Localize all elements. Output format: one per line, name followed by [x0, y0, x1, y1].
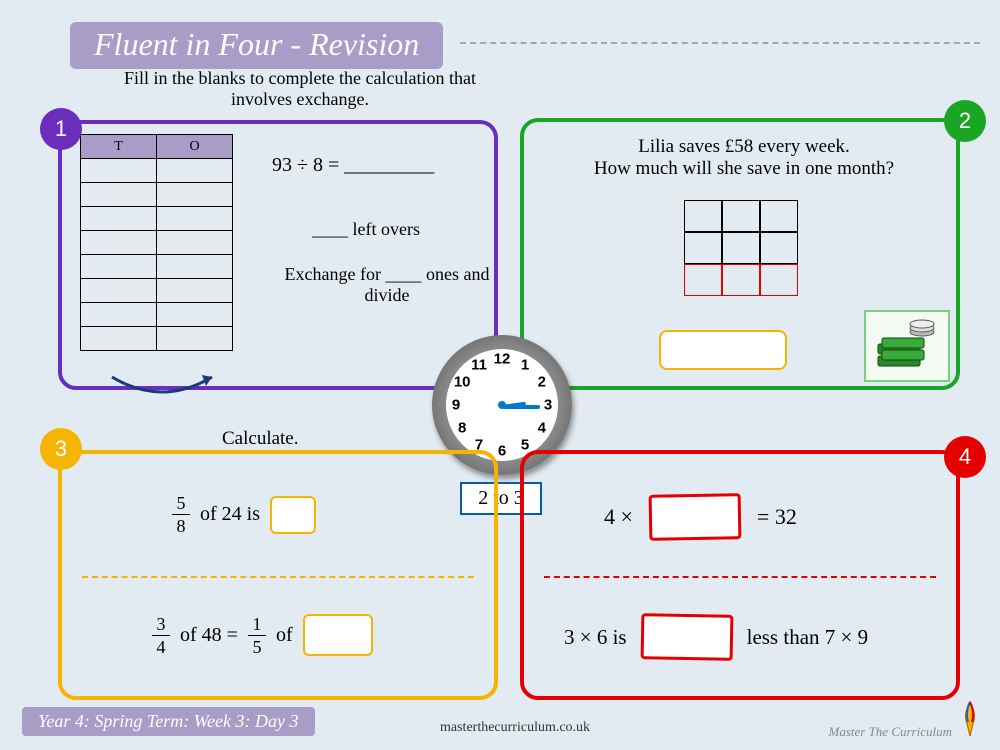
exchange-arrow-icon	[92, 372, 232, 402]
panel-number-2: 2	[944, 100, 986, 142]
p3-q1-answer[interactable]	[270, 496, 316, 534]
panel-4: 4 × = 32 3 × 6 is less than 7 × 9	[520, 450, 960, 700]
panel-number-3: 3	[40, 428, 82, 470]
col-o: O	[157, 135, 233, 159]
clock-number: 9	[452, 397, 460, 414]
p2-grid	[684, 200, 798, 296]
p2-line2: How much will she save in one month?	[594, 158, 894, 179]
clock-number: 12	[494, 351, 511, 368]
clock-number: 4	[538, 420, 546, 437]
footer-bar: Year 4: Spring Term: Week 3: Day 3	[22, 707, 315, 736]
pencil-icon	[958, 700, 982, 740]
clock-number: 3	[544, 397, 552, 414]
p1-leftovers: ____ left overs	[312, 219, 420, 240]
title-dash	[460, 42, 980, 44]
p3-divider	[82, 576, 474, 578]
col-t: T	[81, 135, 157, 159]
p1-exchange: Exchange for ____ ones and divide	[282, 264, 492, 306]
p3-title: Calculate.	[222, 428, 299, 450]
p3-q1: 58 of 24 is	[172, 494, 316, 535]
clock-number: 10	[454, 374, 471, 391]
panel-number-1: 1	[40, 108, 82, 150]
p2-answer-box[interactable]	[659, 330, 787, 370]
p3-q2-answer[interactable]	[303, 614, 373, 656]
to-table: T O	[80, 134, 233, 351]
page-title: Fluent in Four - Revision	[70, 22, 443, 69]
panel-number-4: 4	[944, 436, 986, 478]
money-icon	[864, 310, 950, 382]
brand-label: Master The Curriculum	[829, 700, 983, 740]
p4-q2-answer[interactable]	[640, 613, 733, 661]
p3-q2: 34 of 48 = 15 of	[152, 614, 373, 656]
p4-divider	[544, 576, 936, 578]
p4-q1-answer[interactable]	[649, 493, 742, 541]
footer-url: masterthecurriculum.co.uk	[440, 720, 590, 736]
instruction-text: Fill in the blanks to complete the calcu…	[100, 68, 500, 110]
clock-number: 11	[471, 357, 487, 374]
p2-question: Lilia saves £58 every week. How much wil…	[564, 136, 924, 180]
p4-q1: 4 × = 32	[604, 494, 797, 540]
p1-equation: 93 ÷ 8 = _________	[272, 154, 434, 177]
p2-line1: Lilia saves £58 every week.	[638, 136, 850, 157]
p4-q2: 3 × 6 is less than 7 × 9	[564, 614, 868, 660]
panel-3: Calculate. 58 of 24 is 34 of 48 = 15 of	[58, 450, 498, 700]
clock-number: 1	[521, 357, 529, 374]
panel-2: Lilia saves £58 every week. How much wil…	[520, 118, 960, 390]
clock-number: 8	[458, 420, 466, 437]
clock-number: 2	[538, 374, 546, 391]
clock-number: 5	[521, 436, 529, 453]
clock-number: 6	[498, 443, 506, 460]
